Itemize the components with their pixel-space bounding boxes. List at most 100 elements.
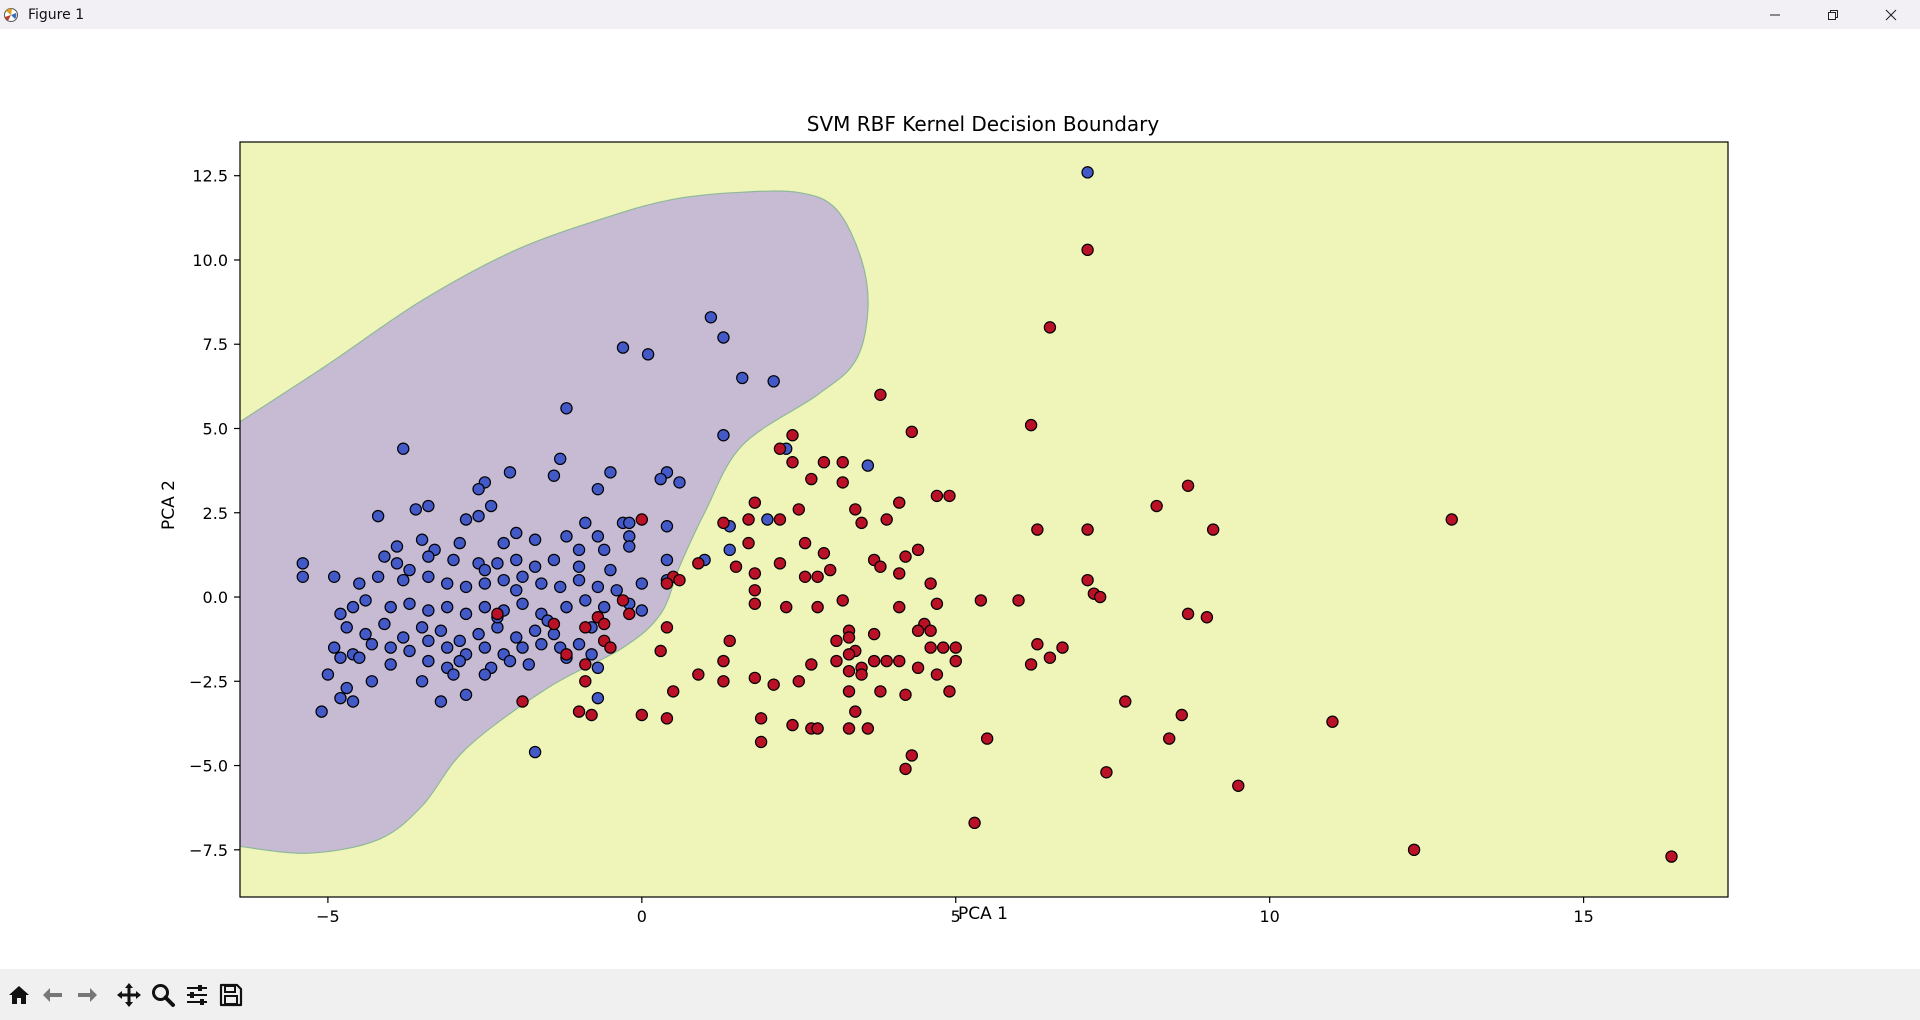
class1-point [692, 668, 705, 681]
class0-point [572, 543, 586, 557]
class1-point [899, 688, 912, 701]
class1-point [842, 685, 856, 698]
class1-point [943, 489, 956, 503]
class0-point [623, 540, 636, 553]
class1-point [1232, 779, 1245, 792]
plot-area [240, 142, 1728, 897]
class1-point [491, 607, 504, 621]
window-controls [1746, 0, 1920, 29]
class1-point [1206, 523, 1220, 536]
class0-point [522, 658, 536, 671]
y-tick-label: −5.0 [189, 757, 228, 776]
class1-point [849, 503, 862, 516]
class1-point [817, 456, 831, 469]
configure-subplots-icon[interactable] [180, 975, 214, 1015]
class1-point [899, 550, 912, 563]
class1-point [773, 557, 787, 570]
class0-point [321, 668, 335, 681]
class0-point [597, 600, 611, 614]
class0-point [359, 627, 372, 641]
class1-point [943, 685, 956, 698]
close-icon[interactable] [1862, 0, 1920, 29]
class0-point [767, 375, 780, 388]
class0-point [434, 624, 448, 637]
class0-point [547, 553, 561, 567]
class1-point [805, 658, 818, 671]
class0-point [472, 509, 485, 523]
class0-point [591, 482, 605, 496]
class0-point [478, 600, 492, 614]
class1-point [893, 600, 906, 614]
class0-point [447, 668, 460, 681]
class0-point [554, 580, 567, 594]
class0-point [491, 557, 504, 570]
class0-point [459, 513, 473, 526]
class1-point [773, 513, 787, 526]
class1-point [874, 560, 887, 573]
class1-point [748, 584, 762, 597]
class1-point [874, 685, 887, 698]
y-tick-label: 10.0 [192, 251, 228, 270]
class1-point [673, 573, 686, 587]
class0-point [535, 577, 548, 590]
class1-point [579, 621, 592, 634]
class1-point [867, 627, 881, 641]
home-icon[interactable] [2, 975, 36, 1015]
class1-point [1181, 607, 1195, 621]
class1-point [1175, 708, 1188, 722]
minimize-icon[interactable] [1746, 0, 1804, 29]
zoom-magnifier-icon[interactable] [146, 975, 180, 1015]
class1-point [836, 594, 849, 607]
save-floppy-icon[interactable] [214, 975, 248, 1015]
class0-point [635, 577, 649, 590]
class0-point [484, 499, 498, 513]
class0-point [390, 540, 404, 553]
class0-point [736, 371, 749, 385]
class1-point [811, 600, 824, 614]
restore-icon[interactable] [1804, 0, 1862, 29]
class0-point [378, 550, 391, 563]
class1-point [579, 675, 592, 688]
class0-point [422, 570, 435, 583]
class0-point [359, 594, 372, 607]
class0-point [371, 570, 385, 583]
class0-point [403, 597, 416, 610]
class1-point [1043, 321, 1057, 334]
class0-point [334, 607, 347, 621]
class1-point [811, 722, 824, 735]
class0-point [478, 668, 492, 681]
class0-point [422, 654, 435, 668]
back-arrow-icon[interactable] [36, 975, 70, 1015]
class1-point [930, 668, 944, 681]
class1-point [867, 654, 881, 668]
class1-point [842, 648, 856, 661]
class0-point [472, 627, 485, 641]
y-tick-label: 5.0 [203, 419, 228, 438]
class0-point [453, 536, 466, 550]
forward-arrow-icon[interactable] [70, 975, 104, 1015]
pan-move-icon[interactable] [112, 975, 146, 1015]
y-tick-label: 12.5 [192, 167, 228, 186]
class1-point [1119, 695, 1132, 708]
class0-point [453, 654, 466, 668]
class0-point [340, 621, 353, 634]
class1-point [786, 429, 799, 442]
class0-point [384, 600, 397, 614]
class0-point [397, 442, 410, 455]
class1-point [1445, 513, 1458, 526]
window-title: Figure 1 [28, 6, 85, 23]
class0-point [365, 638, 379, 651]
class0-point [516, 641, 529, 654]
class0-point [340, 681, 353, 695]
class0-point [353, 577, 366, 590]
class0-point [503, 654, 517, 668]
class1-point [1012, 594, 1025, 607]
class0-point [296, 557, 309, 570]
class0-point [510, 526, 523, 540]
class0-point [761, 513, 774, 526]
class0-point [510, 631, 523, 644]
class1-point [604, 641, 617, 654]
class0-point [585, 648, 598, 661]
class1-point [792, 675, 805, 688]
class0-point [403, 644, 416, 658]
